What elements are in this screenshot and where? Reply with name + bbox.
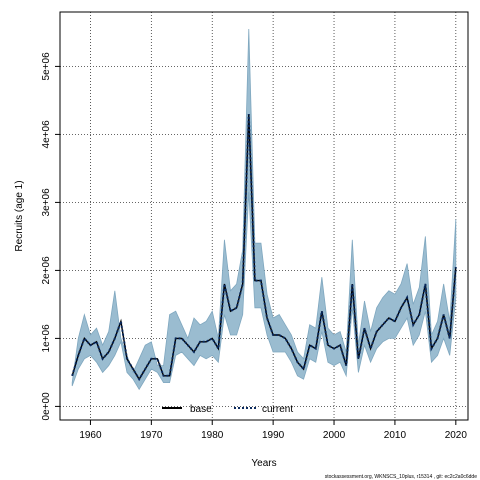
series-layer — [71, 113, 457, 382]
y-tick-label: 1e+06 — [41, 324, 52, 353]
legend-label-current: current — [262, 404, 293, 415]
x-tick-label: 2000 — [323, 430, 346, 441]
x-tick-label: 2020 — [445, 430, 468, 441]
confidence-band — [71, 28, 457, 391]
x-axis-title: Years — [251, 458, 276, 469]
x-tick-label: 1990 — [262, 430, 285, 441]
y-tick-label: 3e+06 — [41, 188, 52, 217]
legend-label-base: base — [190, 404, 212, 415]
y-axis-title: Recruits (age 1) — [14, 180, 25, 251]
y-tick-label: 4e+06 — [41, 120, 52, 149]
series-line-base — [71, 113, 457, 381]
series-line-current — [71, 113, 457, 382]
plot-frame — [59, 11, 469, 421]
footer-text: stockassessment.org, WKNSCS_10plus, r153… — [325, 474, 478, 480]
y-axis: 0e+00 1e+06 2e+06 3e+06 4e+06 5e+06 — [41, 52, 60, 421]
x-axis: 1960 1970 1980 1990 2000 2010 2020 — [79, 419, 468, 441]
legend: base current — [162, 404, 293, 415]
grid-lines — [60, 12, 468, 420]
confidence-band-layer — [71, 28, 457, 391]
y-tick-label: 5e+06 — [41, 52, 52, 81]
y-tick-label: 0e+00 — [41, 392, 52, 421]
x-tick-label: 1980 — [201, 430, 224, 441]
y-tick-label: 2e+06 — [41, 256, 52, 285]
x-tick-label: 1970 — [140, 430, 163, 441]
x-tick-label: 2010 — [384, 430, 407, 441]
x-tick-label: 1960 — [79, 430, 102, 441]
